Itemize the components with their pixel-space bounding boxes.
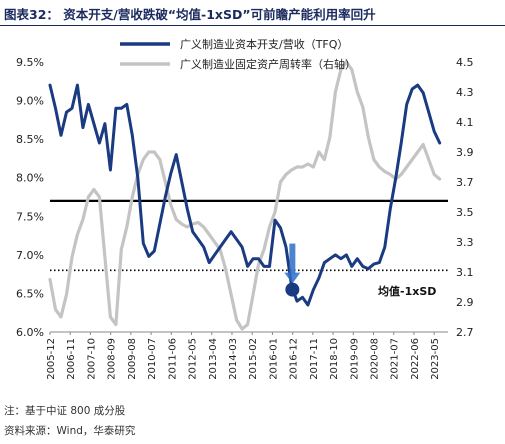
chart-title: 图表32： 资本开支/营收跌破“均值-1xSD”可前瞻产能利用率回升	[4, 7, 376, 22]
legend-label-capex: 广义制造业资本开支/营收（TFQ）	[180, 37, 348, 51]
x-tick-label: 2017-11	[309, 338, 320, 380]
y-left-tick-label: 6.0%	[16, 326, 44, 339]
y-right-tick-label: 3.1	[456, 266, 474, 279]
x-tick-label: 2019-09	[349, 338, 360, 380]
y-right-tick-label: 3.9	[456, 146, 474, 159]
x-tick-label: 2015-02	[248, 338, 259, 380]
y-right-tick-label: 3.5	[456, 206, 474, 219]
x-tick-label: 2016-01	[268, 338, 279, 380]
x-tick-label: 2013-04	[208, 338, 219, 380]
y-left-tick-label: 9.0%	[16, 95, 44, 108]
y-right-tick-label: 2.7	[456, 326, 474, 339]
x-tick-label: 2007-10	[86, 338, 97, 380]
x-tick-label: 2008-09	[107, 338, 118, 380]
x-tick-label: 2021-07	[390, 338, 401, 380]
capex-ratio-series-line	[48, 83, 442, 307]
title-divider	[0, 25, 505, 26]
x-tick-label: 2011-06	[167, 338, 178, 380]
x-tick-label: 2023-05	[430, 338, 441, 380]
legend: 广义制造业资本开支/营收（TFQ） 广义制造业固定资产周转率（右轴）	[120, 37, 356, 71]
highlight-arrow-shaft	[289, 243, 296, 274]
y-right-tick-label: 2.9	[456, 296, 474, 309]
x-tick-label: 2014-03	[228, 338, 239, 380]
asset-turnover-series-line	[48, 60, 442, 331]
x-tick-label: 2020-08	[370, 338, 381, 380]
y-right-tick-label: 4.3	[456, 86, 474, 99]
source-note: 资料来源：Wind，华泰研究	[4, 425, 136, 437]
x-tick-label: 2022-06	[410, 338, 421, 380]
y-left-tick-label: 6.5%	[16, 287, 44, 300]
x-tick-label: 2010-07	[147, 338, 158, 380]
axes: 6.0% 6.5% 7.0% 7.5% 8.0% 8.5% 9.0% 9.5% 2.7 2.9 3.…	[16, 56, 473, 380]
y-right-tick-label: 3.7	[456, 176, 474, 189]
reference-lines	[50, 199, 448, 272]
series-lines	[48, 60, 442, 331]
y-right-tick-label: 4.5	[456, 56, 474, 69]
y-left-tick-label: 7.5%	[16, 210, 44, 223]
y-left-tick-label: 7.0%	[16, 249, 44, 262]
y-right-tick-label: 4.1	[456, 116, 474, 129]
highlight-point-marker	[285, 282, 300, 297]
footnote: 注：基于中证 800 成分股	[4, 405, 126, 417]
x-tick-label: 2016-12	[289, 338, 300, 380]
annotations: 均值-1xSD	[284, 243, 436, 298]
y-left-tick-label: 9.5%	[16, 56, 44, 69]
highlight-arrow-head	[284, 272, 301, 284]
x-tick-label: 2009-08	[127, 338, 138, 380]
y-left-tick-label: 8.0%	[16, 172, 44, 185]
x-tick-label: 2006-11	[66, 338, 77, 380]
x-tick-label: 2012-05	[188, 338, 199, 380]
legend-label-turnover: 广义制造业固定资产周转率（右轴）	[180, 57, 356, 71]
mean-minus-sd-annotation: 均值-1xSD	[378, 284, 436, 298]
y-right-tick-label: 3.3	[456, 236, 474, 249]
y-left-tick-label: 8.5%	[16, 133, 44, 146]
x-tick-label: 2005-12	[46, 338, 57, 380]
x-tick-label: 2018-10	[329, 338, 340, 380]
